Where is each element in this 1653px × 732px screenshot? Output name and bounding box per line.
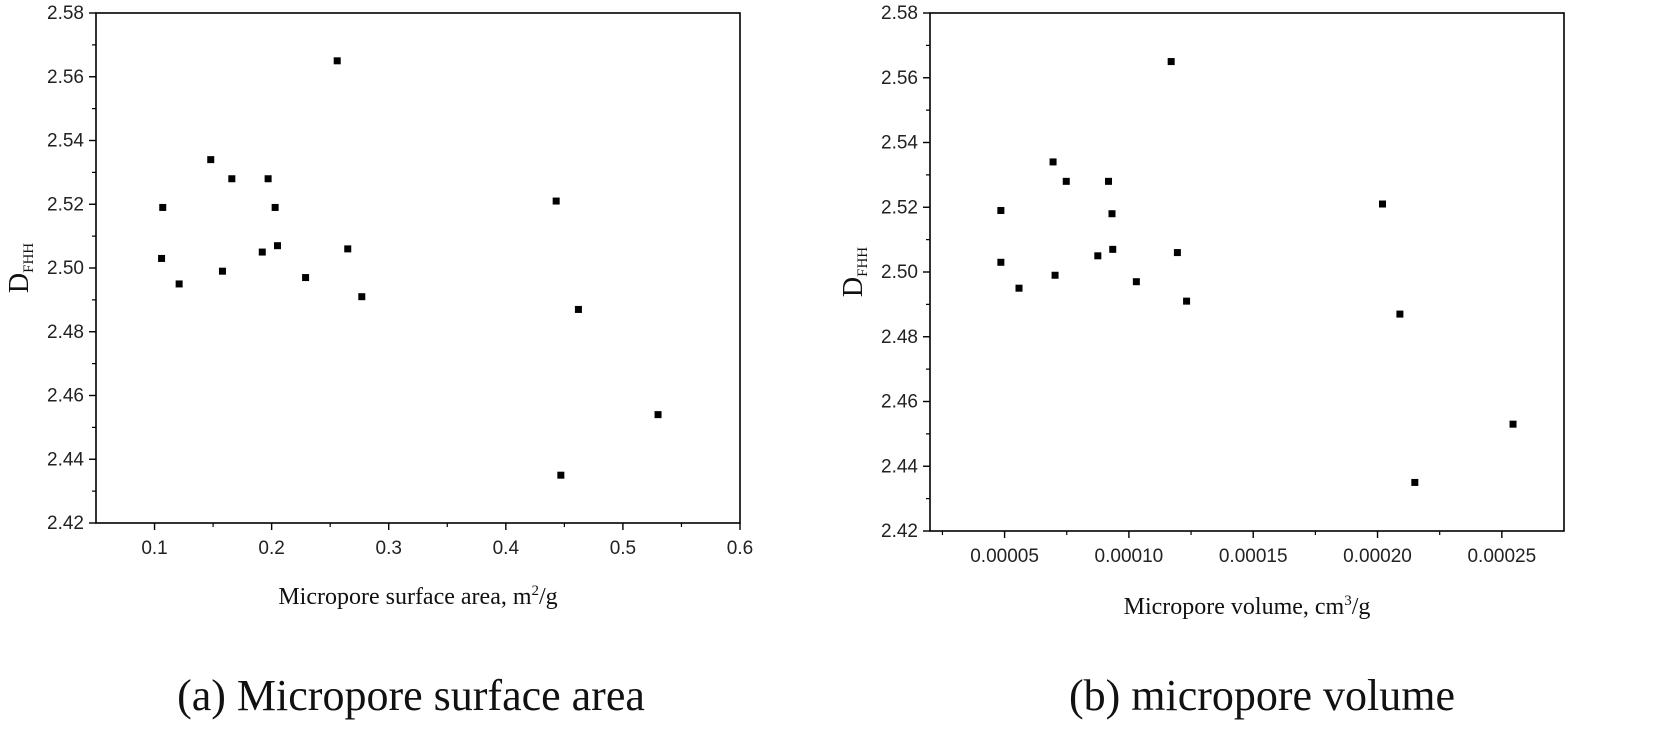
x-axis-title-tail: /g — [539, 584, 558, 610]
data-point — [302, 274, 310, 282]
data-point — [258, 248, 266, 256]
data-point — [1183, 297, 1191, 305]
data-point — [159, 203, 167, 211]
y-tick-label: 2.52 — [47, 194, 84, 215]
x-tick-label: 0.1 — [141, 538, 167, 559]
data-point — [1109, 245, 1117, 253]
data-point — [1167, 58, 1175, 66]
x-axis-title-sup: 3 — [1344, 593, 1352, 609]
data-point — [1509, 420, 1517, 428]
x-axis-title: Micropore surface area, m2/g — [278, 583, 557, 610]
data-point — [1396, 310, 1404, 318]
data-point — [552, 197, 560, 205]
y-tick-label: 2.50 — [881, 262, 918, 283]
y-tick-label: 2.52 — [881, 197, 918, 218]
data-point — [1108, 210, 1116, 218]
x-tick-label: 0.00020 — [1343, 546, 1412, 567]
panel-b: 2.42 2.44 2.46 2.48 2.50 2.52 2.54 2.56 2.58 0.00… — [838, 3, 1565, 720]
x-tick-label: 0.00010 — [1095, 546, 1164, 567]
y-tick-label: 2.44 — [47, 449, 84, 470]
y-tick-label: 2.48 — [881, 327, 918, 348]
y-axis-title-main: D — [4, 273, 35, 293]
x-tick-label: 0.00025 — [1467, 546, 1536, 567]
y-tick-label: 2.48 — [47, 322, 84, 343]
x-tick-label: 0.3 — [376, 538, 402, 559]
x-axis-title-main: Micropore surface area, m — [278, 584, 532, 610]
y-axis-title-sub: FHH — [855, 247, 871, 277]
data-point — [264, 175, 272, 183]
y-tick-label: 2.54 — [47, 131, 84, 152]
data-point — [557, 471, 565, 479]
y-tick-label: 2.58 — [47, 3, 84, 24]
data-point — [271, 203, 279, 211]
y-axis-title: DFHH — [838, 247, 871, 297]
data-point — [574, 305, 582, 313]
data-point — [333, 57, 341, 65]
y-axis-title-main: D — [838, 277, 869, 297]
x-tick-label: 0.00015 — [1219, 546, 1288, 567]
x-tick-label: 0.2 — [258, 538, 284, 559]
data-point — [358, 293, 366, 301]
data-point — [1379, 200, 1387, 208]
x-tick-label: 0.00005 — [970, 546, 1039, 567]
data-point — [218, 267, 226, 275]
x-axis-title-sup: 2 — [532, 583, 540, 599]
x-axis-title-main: Micropore volume, cm — [1124, 594, 1345, 620]
data-point — [1062, 177, 1070, 185]
y-tick-label: 2.44 — [881, 456, 918, 477]
data-point — [273, 242, 281, 250]
x-tick-label: 0.5 — [610, 538, 636, 559]
data-point — [997, 258, 1005, 266]
data-point — [654, 411, 662, 419]
panel-a: 2.42 2.44 2.46 2.48 2.50 2.52 2.54 2.56 2.58 0.1 0… — [4, 3, 753, 720]
data-point — [207, 156, 215, 164]
data-point — [228, 175, 236, 183]
data-point — [1105, 177, 1113, 185]
y-tick-label: 2.42 — [881, 521, 918, 542]
y-tick-label: 2.54 — [881, 133, 918, 154]
data-point — [1094, 252, 1102, 260]
x-axis-title-tail: /g — [1352, 594, 1371, 620]
y-tick-label: 2.46 — [47, 386, 84, 407]
plot-frame — [929, 12, 1565, 532]
y-tick-label: 2.58 — [881, 3, 918, 24]
panel-caption: (b) micropore volume — [1069, 671, 1455, 720]
x-axis-title: Micropore volume, cm3/g — [1124, 593, 1371, 620]
y-tick-label: 2.56 — [881, 68, 918, 89]
data-point — [1015, 284, 1023, 292]
panel-caption: (a) Micropore surface area — [177, 671, 645, 720]
data-point — [1049, 158, 1057, 166]
data-point — [1051, 271, 1059, 279]
data-point — [158, 254, 166, 262]
y-tick-label: 2.42 — [47, 513, 84, 534]
y-tick-label: 2.56 — [47, 67, 84, 88]
plot-frame — [95, 12, 741, 524]
data-point — [1173, 249, 1181, 257]
y-axis-title: DFHH — [4, 243, 37, 293]
x-tick-label: 0.6 — [727, 538, 753, 559]
data-point — [997, 206, 1005, 214]
x-tick-label: 0.4 — [493, 538, 520, 559]
data-point — [175, 280, 183, 288]
y-axis-title-sub: FHH — [21, 243, 37, 273]
data-point — [344, 245, 352, 253]
data-point — [1411, 478, 1419, 486]
y-tick-label: 2.46 — [881, 392, 918, 413]
data-point — [1132, 278, 1140, 286]
y-tick-label: 2.50 — [47, 258, 84, 279]
